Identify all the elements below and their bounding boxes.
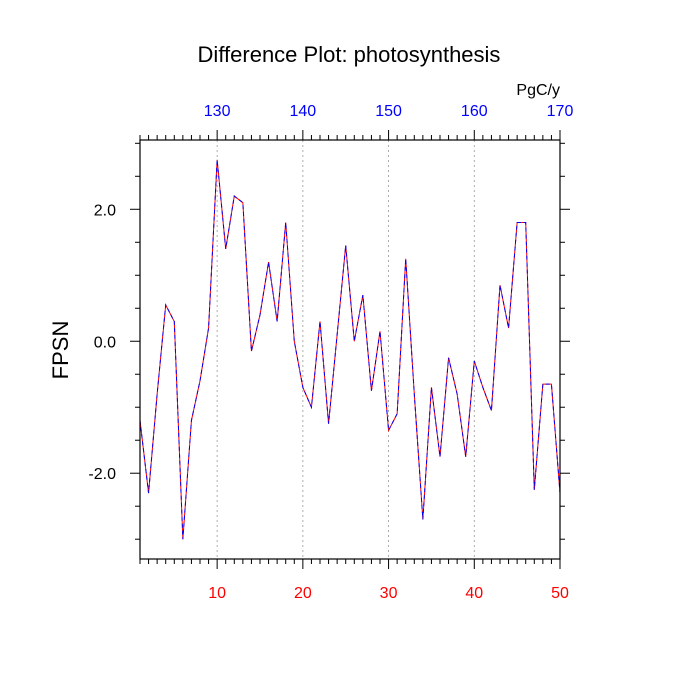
y-tick-label: 2.0 xyxy=(94,202,116,219)
x-tick-label: 50 xyxy=(551,585,569,602)
plot-frame xyxy=(139,139,561,560)
series-line-solid xyxy=(139,159,561,540)
axes xyxy=(130,130,570,569)
chart-title: Difference Plot: photosynthesis xyxy=(198,42,501,67)
units-label: PgC/y xyxy=(516,82,560,99)
top-tick-label: 140 xyxy=(290,103,317,120)
tick-labels: 10 20 30 40 50 130 140 150 160 170 -2.0 0.0 2.0 xyxy=(88,103,573,602)
x-tick-label: 30 xyxy=(380,585,398,602)
top-tick-label: 170 xyxy=(547,103,574,120)
top-tick-label: 130 xyxy=(204,103,231,120)
y-axis-label: FPSN xyxy=(48,321,73,380)
top-tick-label: 160 xyxy=(461,103,488,120)
top-tick-label: 150 xyxy=(375,103,402,120)
x-tick-label: 10 xyxy=(208,585,226,602)
series-lines xyxy=(139,159,561,540)
y-tick-label: -2.0 xyxy=(88,466,116,483)
series-line-dashed xyxy=(139,159,561,540)
grid-lines xyxy=(216,140,475,559)
y-tick-label: 0.0 xyxy=(94,334,116,351)
x-tick-label: 20 xyxy=(294,585,312,602)
x-tick-label: 40 xyxy=(465,585,483,602)
